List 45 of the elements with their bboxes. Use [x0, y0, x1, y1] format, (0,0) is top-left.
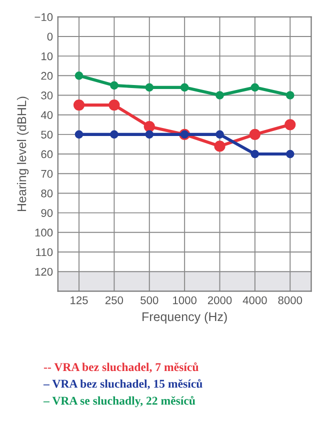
- text: -- VRA bez sluchadel, 7 měsíců: [44, 362, 198, 373]
- y-tick-label: 10: [42, 52, 53, 60]
- x-tick-label: 1000: [173, 296, 196, 304]
- y-tick-label: 50: [41, 130, 53, 139]
- y-axis-title: Hearing level (dBHL): [16, 96, 29, 212]
- point: [74, 130, 84, 139]
- x-tick-label: 4000: [242, 296, 267, 304]
- point: [250, 150, 260, 158]
- y-tick-label: 80: [41, 189, 53, 198]
- point: [108, 99, 120, 111]
- y-tick-label: 100: [35, 228, 53, 237]
- text: – VRA bez sluchadel, 15 měsíců: [43, 379, 202, 390]
- x-tick-label: 125: [70, 296, 88, 304]
- x-tick-label: 250: [105, 296, 124, 304]
- y-tick-label: 120: [35, 268, 53, 276]
- y-tick-label: 70: [41, 170, 53, 178]
- x-axis-title: Frequency (Hz): [142, 312, 227, 324]
- point: [144, 121, 155, 132]
- point: [145, 83, 154, 92]
- y-tick-label: 40: [40, 111, 53, 119]
- text: – VRA se sluchadly, 22 měsíců: [43, 396, 196, 408]
- point: [286, 91, 294, 100]
- point: [216, 130, 224, 139]
- y-tick-label: 90: [41, 209, 53, 217]
- x-tick-label: 500: [140, 296, 158, 304]
- y-tick-label: 20: [41, 72, 53, 80]
- x-tick-label: 2000: [208, 296, 232, 304]
- point: [110, 130, 118, 139]
- x-tick-label: 8000: [278, 296, 302, 304]
- point: [284, 119, 296, 130]
- y-tick-label: 0: [47, 32, 53, 41]
- point: [286, 150, 294, 158]
- point: [250, 83, 260, 92]
- point: [249, 128, 260, 140]
- point: [180, 83, 189, 92]
- y-tick-label: 30: [41, 92, 53, 100]
- point: [73, 99, 85, 111]
- point: [214, 140, 226, 152]
- point: [110, 81, 118, 90]
- y-tick-label: 60: [41, 150, 53, 158]
- y-tick-label: 110: [36, 248, 53, 256]
- point: [145, 130, 154, 139]
- point: [74, 71, 84, 80]
- y-tick-label: −10: [34, 13, 53, 22]
- point: [216, 91, 224, 100]
